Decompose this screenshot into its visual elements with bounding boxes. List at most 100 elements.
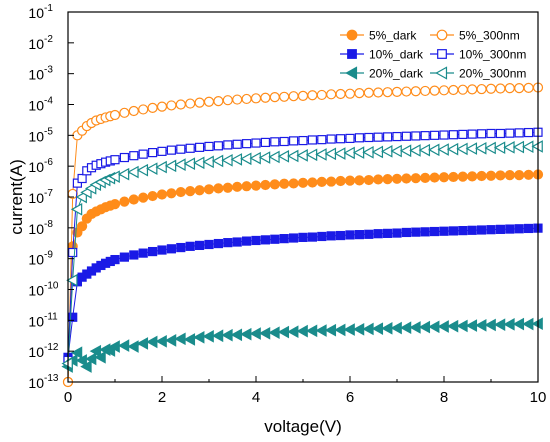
- data-point: [119, 107, 130, 118]
- data-point: [401, 173, 412, 184]
- data-point: [148, 148, 158, 158]
- data-point: [522, 140, 534, 154]
- data-point: [362, 145, 374, 159]
- data-point: [193, 156, 205, 170]
- data-point: [486, 225, 496, 235]
- data-point: [305, 148, 318, 162]
- data-point: [344, 175, 356, 186]
- data-point: [486, 128, 496, 139]
- data-point: [287, 325, 299, 339]
- data-point: [222, 95, 233, 106]
- data-point: [456, 319, 468, 333]
- data-point: [401, 86, 412, 97]
- data-point: [326, 89, 337, 100]
- data-point: [185, 98, 196, 109]
- data-point: [477, 129, 487, 139]
- series-10%_300nm: [63, 127, 543, 366]
- data-point: [297, 177, 309, 188]
- data-point: [411, 131, 421, 141]
- series-20%_300nm: [61, 140, 543, 370]
- y-tick-exponent: -1: [44, 3, 53, 14]
- data-point: [174, 332, 186, 346]
- series-5%_dark: [62, 169, 544, 388]
- data-point: [185, 241, 195, 251]
- data-point: [420, 172, 431, 183]
- data-point: [344, 88, 356, 99]
- data-point: [119, 196, 130, 207]
- y-tick-base: 10: [28, 190, 44, 206]
- data-point: [296, 324, 308, 338]
- data-point: [279, 91, 290, 102]
- data-point: [437, 143, 449, 156]
- data-point: [289, 233, 299, 243]
- data-point: [138, 149, 148, 159]
- series-line: [67, 227, 539, 358]
- data-point: [70, 203, 83, 216]
- data-point: [467, 171, 478, 182]
- series-5%_300nm: [62, 82, 544, 388]
- data-point: [250, 93, 262, 104]
- data-point: [204, 141, 214, 152]
- data-point: [176, 144, 186, 154]
- data-point: [232, 94, 243, 105]
- data-point: [72, 178, 83, 188]
- data-point: [155, 334, 167, 348]
- data-point: [475, 141, 487, 155]
- y-tick-label: 10 -2: [28, 34, 53, 52]
- data-point: [307, 177, 318, 188]
- data-point: [484, 318, 496, 332]
- data-point: [428, 320, 440, 334]
- data-point: [128, 194, 139, 205]
- data-point: [476, 170, 487, 182]
- data-point: [410, 173, 421, 184]
- data-point: [68, 247, 78, 258]
- data-point: [373, 87, 384, 98]
- data-point: [156, 101, 168, 112]
- data-point: [269, 179, 280, 190]
- data-point: [138, 248, 148, 258]
- legend-label: 5%_dark: [369, 29, 417, 43]
- data-point: [127, 340, 139, 353]
- y-tick-base: 10: [28, 221, 44, 237]
- x-tick-label: 0: [64, 389, 72, 406]
- data-point: [166, 244, 176, 254]
- legend-item: 5%_300nm: [430, 29, 520, 43]
- x-axis-label: voltage(V): [264, 417, 341, 436]
- data-point: [420, 85, 431, 97]
- data-point: [94, 351, 106, 364]
- y-tick-label: 10 -10: [28, 281, 58, 299]
- data-point: [335, 88, 346, 100]
- y-tick-base: 10: [28, 283, 44, 299]
- data-point: [164, 159, 177, 173]
- data-point: [371, 145, 384, 159]
- data-point: [136, 337, 149, 350]
- x-tick-label: 4: [252, 389, 260, 406]
- data-point: [279, 136, 289, 147]
- y-tick-base: 10: [28, 159, 44, 175]
- data-point: [213, 183, 224, 194]
- data-point: [362, 322, 374, 336]
- y-tick-exponent: -9: [44, 250, 53, 261]
- data-point: [446, 142, 459, 156]
- data-point: [166, 145, 176, 155]
- data-point: [84, 352, 97, 366]
- data-point: [373, 132, 383, 142]
- data-point: [76, 221, 88, 232]
- data-point: [392, 131, 402, 142]
- data-point: [75, 354, 87, 367]
- data-point: [420, 131, 430, 141]
- data-point: [448, 226, 458, 236]
- y-tick-base: 10: [28, 344, 44, 360]
- data-point: [108, 340, 120, 353]
- data-point: [241, 93, 252, 105]
- data-point: [334, 147, 346, 160]
- series-10%_dark: [63, 223, 543, 362]
- data-point: [202, 155, 214, 169]
- data-point: [467, 129, 477, 139]
- legend-label: 20%_300nm: [459, 67, 526, 81]
- data-point: [110, 155, 120, 165]
- data-point: [298, 232, 308, 242]
- y-tick-label: 10 -4: [28, 96, 53, 114]
- y-tick-base: 10: [28, 128, 44, 144]
